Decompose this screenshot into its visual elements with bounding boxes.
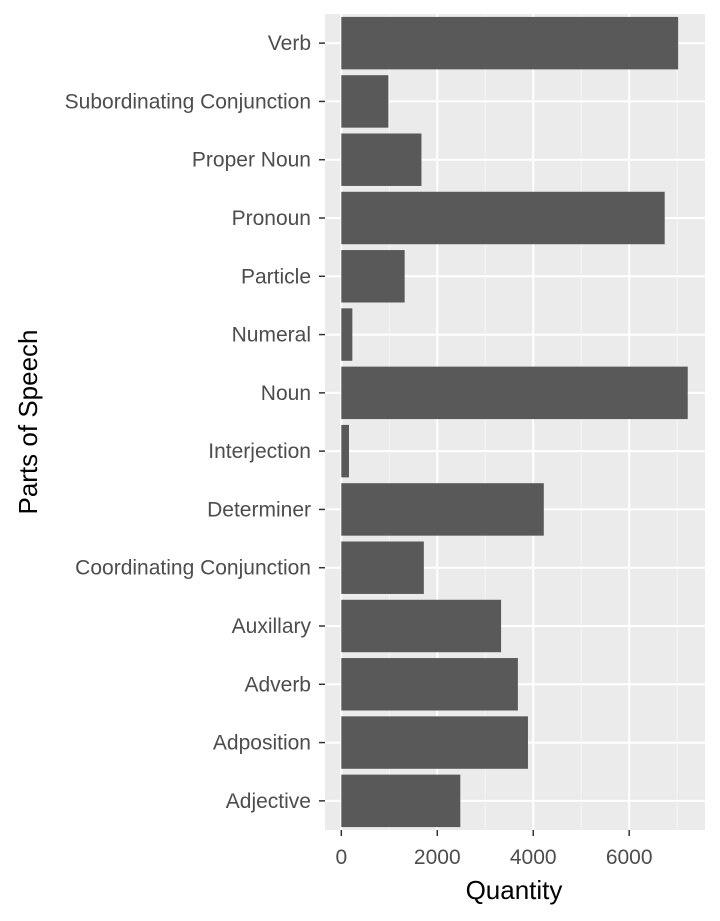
bar-subordinating-conjunction	[341, 75, 389, 128]
y-tick-label: Proper Noun	[192, 149, 311, 172]
bars	[341, 16, 688, 828]
y-tick-label: Verb	[268, 32, 311, 55]
y-axis-title: Parts of Speech	[13, 330, 43, 515]
bar-auxillary	[341, 599, 502, 653]
x-axis-title: Quantity	[466, 875, 563, 905]
y-tick-label: Numeral	[232, 324, 311, 347]
bar-particle	[341, 250, 405, 303]
y-tick-label: Adjective	[226, 790, 311, 813]
y-tick-label: Particle	[241, 265, 311, 288]
y-tick-label: Pronoun	[232, 207, 311, 230]
bar-adposition	[341, 716, 528, 769]
x-tick-label: 0	[335, 846, 347, 869]
y-tick-label: Coordinating Conjunction	[75, 557, 311, 580]
y-tick-label: Interjection	[208, 440, 311, 463]
x-tick-label: 4000	[510, 846, 557, 869]
y-tick-label: Auxillary	[232, 615, 312, 638]
bar-adjective	[341, 774, 461, 828]
bar-adverb	[341, 658, 518, 711]
bar-determiner	[341, 483, 544, 536]
bar-proper-noun	[341, 133, 422, 186]
y-tick-label: Adverb	[244, 673, 311, 696]
y-tick-label: Subordinating Conjunction	[65, 90, 311, 113]
y-tick-label: Adposition	[213, 732, 311, 755]
bar-interjection	[341, 424, 349, 478]
x-axis: 0 2000 4000 6000	[335, 830, 653, 869]
bar-pronoun	[341, 191, 665, 245]
bar-coordinating-conjunction	[341, 541, 424, 594]
y-tick-label: Determiner	[207, 498, 311, 521]
bar-numeral	[341, 308, 353, 361]
x-tick-label: 2000	[414, 846, 461, 869]
x-tick-label: 6000	[606, 846, 653, 869]
bar-verb	[341, 16, 679, 70]
y-tick-label: Noun	[261, 382, 311, 405]
y-axis: Verb Subordinating Conjunction Proper Noun…	[65, 32, 325, 813]
bar-noun	[341, 366, 688, 420]
